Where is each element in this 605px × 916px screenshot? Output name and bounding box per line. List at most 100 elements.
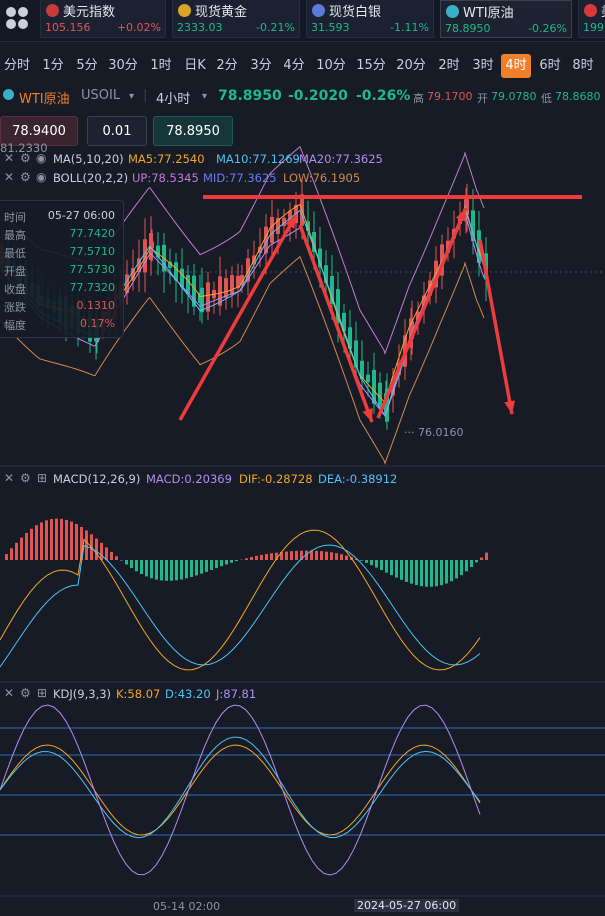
eye-icon[interactable]: ◉ — [36, 170, 47, 184]
ticker-spot-silver[interactable]: 现货白银 31.593 -1.11% — [306, 0, 434, 38]
candle-body — [378, 382, 382, 408]
tf-3m[interactable]: 3分 — [250, 58, 272, 73]
ticker-wti-crude[interactable]: WTI原油 78.8950 -0.26% — [440, 0, 572, 38]
tf-4m[interactable]: 4分 — [283, 58, 305, 73]
symbol-name[interactable]: WTI原油 — [19, 92, 70, 107]
gear-icon[interactable]: ⚙ — [20, 686, 31, 700]
macd-bar — [140, 560, 143, 575]
lot-size-input[interactable]: 0.01 — [87, 116, 147, 146]
macd-bar — [310, 550, 313, 560]
macd-bar — [40, 522, 43, 560]
ticker-name: 美 — [601, 1, 605, 20]
kdj-k-line — [0, 744, 481, 836]
ticker-partial[interactable]: 美 199 — [578, 0, 605, 38]
macd-bar — [285, 551, 288, 560]
tf-2h[interactable]: 2时 — [438, 58, 460, 73]
tf-1m[interactable]: 1分 — [42, 58, 64, 73]
buy-button[interactable]: 78.8950 — [153, 116, 233, 146]
ticker-change: +0.02% — [116, 21, 161, 34]
macd-bar — [115, 556, 118, 560]
tf-2m[interactable]: 2分 — [216, 58, 238, 73]
tf-10m[interactable]: 10分 — [316, 58, 346, 73]
tf-1h[interactable]: 1时 — [150, 58, 172, 73]
boll-mid-value: MID:77.3625 — [203, 171, 277, 185]
period-selector[interactable]: 4小时 — [156, 92, 191, 107]
sell-button[interactable]: 78.9400 — [0, 116, 78, 146]
ticker-spot-gold[interactable]: 现货黄金 2333.03 -0.21% — [172, 0, 300, 38]
macd-bar — [460, 560, 463, 576]
candle-body — [236, 275, 240, 289]
gear-icon[interactable]: ⚙ — [20, 170, 31, 184]
eye-icon[interactable]: ◉ — [36, 151, 47, 165]
macd-bar — [30, 528, 33, 560]
add-icon[interactable]: ⊞ — [37, 471, 48, 485]
tf-6h[interactable]: 6时 — [539, 58, 561, 73]
info-label: 开盘 — [4, 265, 26, 278]
close-icon[interactable]: ✕ — [4, 471, 15, 485]
macd-bar — [5, 554, 8, 560]
macd-bar — [295, 550, 298, 560]
close-icon[interactable]: ✕ — [4, 151, 15, 165]
ticker-name: 现货黄金 — [195, 5, 248, 20]
macd-bar — [335, 553, 338, 560]
add-icon[interactable]: ⊞ — [37, 686, 48, 700]
macd-bar — [375, 560, 378, 568]
ticker-name: 美元指数 — [63, 5, 116, 20]
ticker-usd-index[interactable]: 美元指数 105.156 +0.02% — [40, 0, 166, 38]
macd-bar — [355, 558, 358, 560]
macd-bar — [15, 542, 18, 560]
apps-grid-icon[interactable] — [0, 0, 36, 42]
candle-body — [336, 289, 340, 323]
macd-bar — [230, 560, 233, 563]
low-price-value: 76.0160 — [418, 426, 464, 439]
macd-bar — [480, 557, 483, 560]
gear-icon[interactable]: ⚙ — [20, 471, 31, 485]
macd-bar — [145, 560, 148, 577]
macd-bar — [360, 560, 363, 561]
candle-body — [143, 239, 147, 273]
macd-bar — [70, 521, 73, 560]
ticker-price: 105.156 — [45, 21, 91, 34]
up-arrow-2-head — [455, 208, 467, 222]
gear-icon[interactable]: ⚙ — [20, 151, 31, 165]
macd-dif: DIF:-0.28728 — [239, 472, 313, 486]
open-value: 79.0780 — [491, 90, 537, 103]
macd-bar — [35, 525, 38, 560]
macd-bar — [185, 560, 188, 579]
kdj-d-line — [0, 736, 481, 839]
candle-body — [422, 295, 426, 309]
tf-30m[interactable]: 30分 — [108, 58, 138, 73]
tf-5m[interactable]: 5分 — [76, 58, 98, 73]
candle-body — [428, 280, 432, 296]
tf-tick[interactable]: 分时 — [3, 58, 30, 73]
macd-label: MACD(12,26,9) — [53, 472, 141, 486]
tf-20m[interactable]: 20分 — [396, 58, 426, 73]
date-label-left: 05-14 02:00 — [153, 900, 221, 913]
symbol-header: WTI原油 USOIL ▾ | 4小时 ▾ 78.8950 -0.2020 -0… — [0, 86, 605, 108]
close-icon[interactable]: ✕ — [4, 686, 15, 700]
oil-icon — [3, 89, 14, 100]
tf-4h[interactable]: 4时 — [501, 54, 531, 78]
divider: | — [143, 88, 148, 103]
tf-3h[interactable]: 3时 — [472, 58, 494, 73]
chevron-down-icon[interactable]: ▾ — [129, 91, 135, 102]
macd-bar — [220, 560, 223, 567]
last-price: 78.8950 — [218, 88, 282, 104]
tf-8h[interactable]: 8时 — [572, 58, 594, 73]
candle-body — [391, 378, 395, 396]
macd-bar — [75, 524, 78, 560]
macd-bar — [380, 560, 383, 571]
ticker-change: -1.11% — [390, 21, 429, 34]
info-value: 0.1310 — [76, 299, 116, 312]
macd-bar — [455, 560, 458, 579]
close-icon[interactable]: ✕ — [4, 170, 15, 184]
macd-bar — [215, 560, 218, 569]
chevron-down-icon[interactable]: ▾ — [202, 91, 208, 102]
macd-bar — [135, 560, 138, 572]
macd-bar — [265, 554, 268, 560]
tf-15m[interactable]: 15分 — [356, 58, 386, 73]
tf-daily[interactable]: 日K — [184, 58, 206, 73]
macd-bar — [305, 550, 308, 560]
macd-bar — [435, 560, 438, 587]
